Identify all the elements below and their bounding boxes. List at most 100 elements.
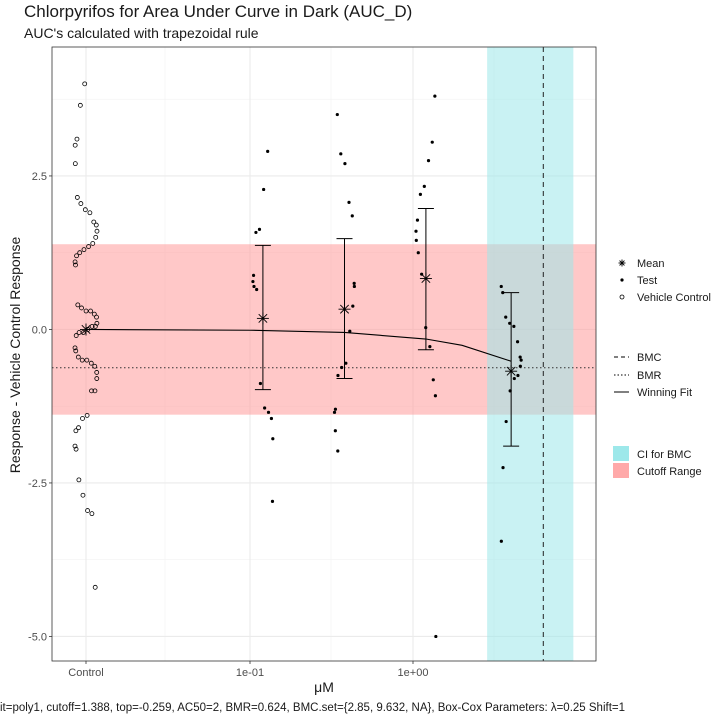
winning-fit-line [85, 328, 512, 362]
legend-label: Mean [637, 258, 665, 270]
legend-mean-key [618, 259, 626, 267]
mean-star-stroke [619, 260, 625, 266]
test-point [270, 499, 275, 503]
test-point [428, 345, 432, 349]
vehicle-control-point [79, 357, 85, 363]
vehicle-control-point [72, 443, 78, 449]
test-point [333, 407, 338, 411]
test-point [254, 230, 258, 235]
legend-cutoff-key [613, 463, 629, 478]
vehicle-control-point [80, 492, 86, 498]
vehicle-control-point [76, 477, 82, 483]
y-tick-label: 2.5 [32, 171, 47, 183]
mean-star-stroke [339, 304, 350, 314]
test-point [347, 200, 351, 204]
test-point [414, 238, 418, 243]
vehicle-control-point [77, 250, 83, 256]
vehicle-control-point [73, 428, 79, 434]
vehicle-control-point [73, 446, 79, 452]
mean-star-stroke [421, 273, 431, 283]
legend-label: BMR [637, 370, 662, 382]
test-point [352, 281, 356, 285]
test-point [416, 251, 420, 255]
vehicle-control-point [72, 142, 78, 148]
test-point [433, 94, 437, 98]
test-point [269, 416, 274, 421]
mean-star [256, 312, 269, 325]
vehicle-control-point [90, 241, 96, 246]
test-point [504, 315, 508, 319]
mean-star [419, 272, 432, 285]
vehicle-control-point [92, 363, 98, 369]
test-point [351, 304, 355, 308]
vehicle-control-point [75, 354, 81, 360]
vehicle-control-point [86, 244, 91, 249]
y-tick-label: -2.5 [28, 478, 47, 490]
vehicle-control-point [76, 330, 82, 335]
test-point [335, 112, 339, 117]
vehicle-control-point [89, 323, 95, 329]
test-point [332, 410, 337, 414]
vehicle-control-point [73, 348, 79, 354]
test-point [518, 355, 522, 359]
test-point [433, 394, 438, 398]
vehicle-control-point [94, 376, 100, 381]
x-axis-label: μM [314, 679, 334, 695]
test-point [508, 321, 512, 325]
vehicle-control-point [82, 81, 88, 87]
test-point [434, 634, 438, 639]
vehicle-control-point [83, 308, 89, 314]
test-point [422, 184, 426, 188]
vehicle-control-point [73, 333, 79, 338]
test-point [519, 358, 523, 362]
vehicle-control-point [89, 511, 95, 517]
vehicle-control-point [84, 412, 90, 418]
vehicle-control-point [72, 259, 78, 265]
legend-test-key [620, 278, 624, 282]
mean-star-stroke [258, 313, 268, 323]
legend-label: BMC [637, 352, 662, 364]
vehicle-control-point [93, 234, 99, 240]
test-point [340, 365, 344, 370]
y-tick-label: 0.0 [32, 324, 47, 336]
vehicle-control-point [72, 345, 78, 351]
vehicle-control-point [85, 508, 90, 513]
test-point [252, 284, 256, 289]
legend-label: Winning Fit [637, 387, 692, 399]
mean-star-stroke [81, 324, 91, 334]
test-point [263, 406, 267, 410]
vehicle-control-point [78, 201, 84, 206]
test-point [426, 158, 431, 163]
legend-label: Test [637, 275, 657, 287]
vehicle-control-point [74, 136, 80, 142]
chart-subtitle: AUC's calculated with trapezoidal rule [24, 25, 259, 41]
test-point [339, 152, 343, 156]
test-point [431, 378, 435, 382]
test-point [257, 227, 262, 231]
vehicle-control-point [92, 388, 98, 394]
test-point [251, 273, 256, 278]
test-point [336, 449, 340, 453]
y-tick-label: -5.0 [28, 631, 47, 643]
legend-vehicle-control-key [619, 294, 625, 300]
legend-label: Cutoff Range [637, 466, 702, 478]
test-point [262, 187, 266, 192]
vehicle-control-point [84, 357, 90, 363]
legend-ci-key [613, 446, 629, 461]
test-point [512, 376, 516, 381]
test-point [499, 284, 503, 289]
vehicle-control-point [74, 195, 80, 200]
test-point [333, 429, 337, 433]
vehicle-control-point [92, 323, 98, 329]
vehicle-control-point [91, 311, 97, 317]
test-point [352, 284, 356, 289]
mean-star-stroke [506, 366, 516, 376]
test-point [348, 329, 352, 333]
test-point [255, 287, 259, 292]
vehicle-control-point [88, 308, 93, 314]
test-point [418, 192, 423, 196]
fit-caption: it=poly1, cutoff=1.388, top=-0.259, AC50… [0, 702, 626, 714]
test-point [430, 140, 434, 144]
test-point [251, 279, 255, 284]
